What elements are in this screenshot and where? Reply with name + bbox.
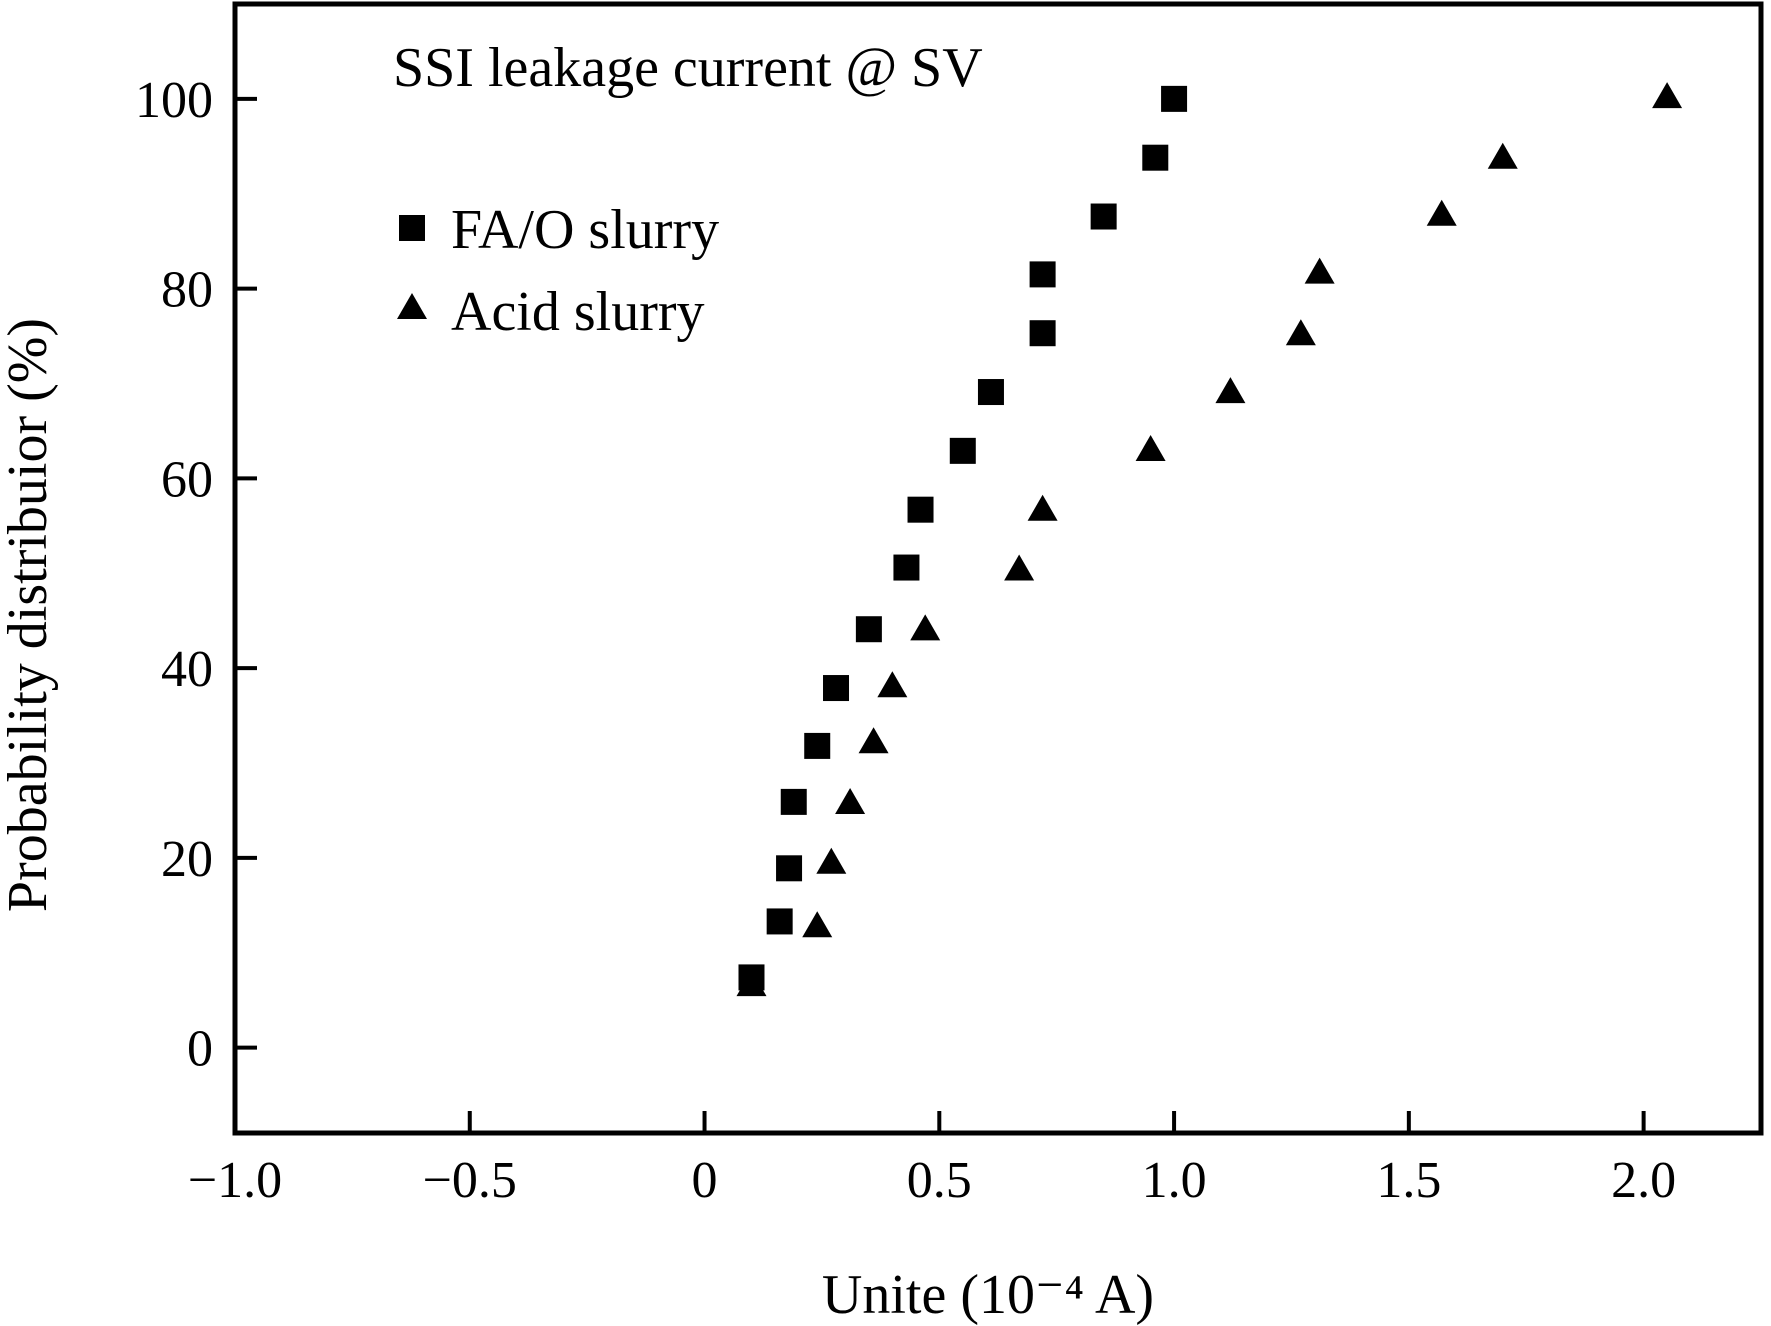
data-point-fa-o-slurry [855,616,882,643]
data-point-acid-slurry [835,787,866,814]
data-point-fa-o-slurry [949,437,976,464]
data-point-acid-slurry [802,911,833,938]
y-axis-label: Probability distribuior (%) [0,318,59,912]
data-point-acid-slurry [1487,142,1518,169]
data-point-acid-slurry [858,727,889,754]
y-tick-label: 60 [161,451,213,508]
legend-marker-acid-slurry [397,293,427,319]
data-point-acid-slurry [1285,319,1316,346]
data-point-acid-slurry [736,970,767,997]
data-point-acid-slurry [877,671,908,698]
x-tick-label: 1.0 [1142,1152,1207,1209]
data-point-acid-slurry [1304,257,1335,284]
x-tick-label: 1.5 [1376,1152,1441,1209]
data-point-acid-slurry [816,847,847,874]
y-tick-label: 40 [161,641,213,698]
legend-marker-fa-o-slurry [399,215,425,241]
x-tick-label: 0 [692,1152,718,1209]
axis-ticks [233,96,1646,1133]
y-tick-label: 80 [161,262,213,319]
legend-label-fa-o-slurry: FA/O slurry [451,199,719,261]
y-tick-label: 0 [187,1021,213,1078]
chart-annotation: SSI leakage current @ SV [393,37,983,99]
data-point-acid-slurry [1004,554,1035,581]
data-point-fa-o-slurry [776,855,803,882]
plot-frame [232,1,1764,1136]
data-marks [736,82,1683,997]
x-tick-label: −1.0 [188,1152,282,1209]
data-point-fa-o-slurry [780,788,807,815]
data-point-fa-o-slurry [804,732,831,759]
y-tick-label: 20 [161,831,213,888]
data-point-fa-o-slurry [1029,261,1056,288]
data-point-acid-slurry [910,614,941,641]
data-point-acid-slurry [1215,377,1246,404]
data-point-fa-o-slurry [1161,85,1188,112]
data-point-fa-o-slurry [893,554,920,581]
data-point-fa-o-slurry [1090,203,1117,230]
tick-labels: −1.0 −0.5 0 0.5 1.0 1.5 2.0 0 20 40 60 80 100 [135,72,1676,1209]
x-tick-label: −0.5 [423,1152,517,1209]
x-axis-label: Unite (10⁻⁴ A) [822,1264,1154,1326]
y-tick-label: 100 [135,72,213,129]
data-point-acid-slurry [1652,82,1683,109]
data-point-fa-o-slurry [907,496,934,523]
data-point-fa-o-slurry [977,379,1004,406]
data-point-fa-o-slurry [823,675,850,702]
x-tick-label: 0.5 [907,1152,972,1209]
data-point-fa-o-slurry [766,908,793,935]
data-point-acid-slurry [1135,435,1166,462]
data-point-fa-o-slurry [1029,320,1056,347]
data-point-acid-slurry [1027,494,1058,521]
data-point-acid-slurry [1426,199,1457,226]
legend: FA/O slurry Acid slurry [397,199,719,343]
legend-label-acid-slurry: Acid slurry [451,281,705,343]
x-tick-label: 2.0 [1611,1152,1676,1209]
data-point-fa-o-slurry [1142,144,1169,171]
